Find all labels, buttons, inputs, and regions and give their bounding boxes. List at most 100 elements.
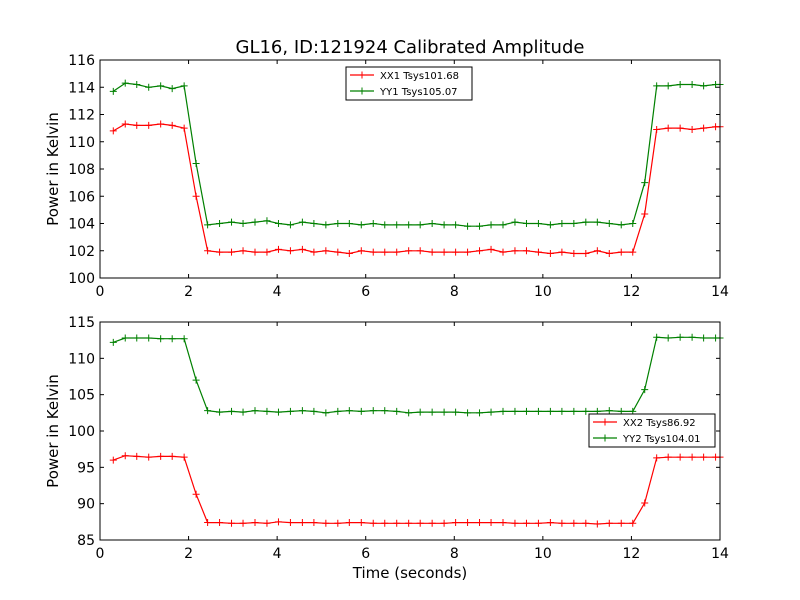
data-point <box>310 220 318 227</box>
data-point <box>464 222 472 230</box>
data-point <box>546 249 554 257</box>
data-point <box>405 221 413 229</box>
x-tick-label: 2 <box>184 284 193 300</box>
data-point <box>700 334 708 342</box>
data-point <box>263 248 271 256</box>
series-xx <box>109 452 724 528</box>
data-point <box>534 519 542 527</box>
data-point <box>499 519 507 527</box>
data-point <box>133 121 141 129</box>
y-tick-label: 105 <box>68 388 95 404</box>
data-point <box>251 407 259 415</box>
data-point <box>487 519 495 527</box>
data-point <box>121 452 129 460</box>
data-point <box>204 519 212 527</box>
legend-marker <box>601 434 609 442</box>
data-point <box>416 519 424 527</box>
data-point <box>109 338 117 346</box>
data-point <box>393 407 401 415</box>
y-tick-label: 112 <box>68 108 95 124</box>
data-point <box>369 220 377 227</box>
data-point <box>145 453 153 461</box>
data-point <box>688 333 696 341</box>
data-point <box>322 247 330 255</box>
data-point <box>641 210 649 218</box>
legend-box <box>345 66 473 101</box>
data-point <box>109 127 117 135</box>
data-point <box>133 452 141 460</box>
y-tick-label: 100 <box>68 424 95 440</box>
data-point <box>405 519 413 527</box>
x-tick-label: 10 <box>534 284 552 300</box>
data-point <box>310 248 318 256</box>
y-tick-label: 100 <box>68 271 95 287</box>
data-point <box>192 490 200 498</box>
data-point <box>428 519 436 527</box>
data-point <box>558 407 566 415</box>
data-point <box>405 247 413 255</box>
y-tick-label: 110 <box>68 351 95 367</box>
data-point <box>582 249 590 257</box>
data-point <box>452 408 460 416</box>
data-point <box>641 386 649 394</box>
data-point <box>664 82 672 90</box>
data-point <box>534 220 542 227</box>
data-point <box>157 335 165 343</box>
data-point <box>204 407 212 415</box>
data-point <box>133 81 141 89</box>
data-point <box>357 519 365 527</box>
data-point <box>239 519 247 527</box>
data-point <box>653 454 661 462</box>
data-point <box>499 221 507 229</box>
data-point <box>204 247 212 255</box>
data-point <box>345 220 353 227</box>
data-point <box>464 248 472 256</box>
legend-label: YY2 Tsys104.01 <box>622 434 701 445</box>
data-point <box>405 409 413 417</box>
data-point <box>593 247 601 255</box>
data-point <box>452 248 460 256</box>
series-yy <box>109 79 724 230</box>
y-tick-label: 95 <box>77 460 95 476</box>
data-point <box>157 120 165 128</box>
data-point <box>511 218 519 226</box>
data-point <box>664 453 672 461</box>
data-point <box>251 248 259 256</box>
data-point <box>558 519 566 527</box>
top-plot: 0 2 4 6 8 10 12 14 100 102 104 106 108 110 112 114 116 Po… <box>44 53 729 300</box>
data-point <box>381 519 389 527</box>
data-point <box>263 519 271 527</box>
data-point <box>192 192 200 200</box>
data-point <box>168 335 176 343</box>
bottom-plot: 0 2 4 6 8 10 12 14 85 90 95 100 105 110 115 Power in Ke… <box>44 315 729 562</box>
data-point <box>286 221 294 229</box>
data-point <box>393 248 401 256</box>
data-point <box>617 248 625 256</box>
data-point <box>180 82 188 90</box>
data-point <box>145 121 153 129</box>
data-point <box>286 519 294 527</box>
data-point <box>274 408 282 416</box>
x-tick-label: 14 <box>711 546 729 562</box>
legend-label: XX1 Tsys101.68 <box>380 71 459 82</box>
data-point <box>476 222 484 230</box>
data-point <box>582 407 590 415</box>
data-point <box>310 407 318 415</box>
data-point <box>464 409 472 417</box>
data-point <box>369 407 377 415</box>
data-point <box>653 82 661 90</box>
data-point <box>700 453 708 461</box>
data-point <box>109 87 117 95</box>
data-point <box>381 221 389 229</box>
data-point <box>334 519 342 527</box>
data-point <box>522 220 530 227</box>
x-tick-label: 6 <box>361 284 370 300</box>
data-point <box>641 499 649 507</box>
y-tick-label: 106 <box>68 189 95 205</box>
data-point <box>570 249 578 257</box>
data-point <box>204 221 212 229</box>
data-point <box>216 408 224 416</box>
data-point <box>476 247 484 255</box>
y-tick-label: 85 <box>77 533 95 549</box>
